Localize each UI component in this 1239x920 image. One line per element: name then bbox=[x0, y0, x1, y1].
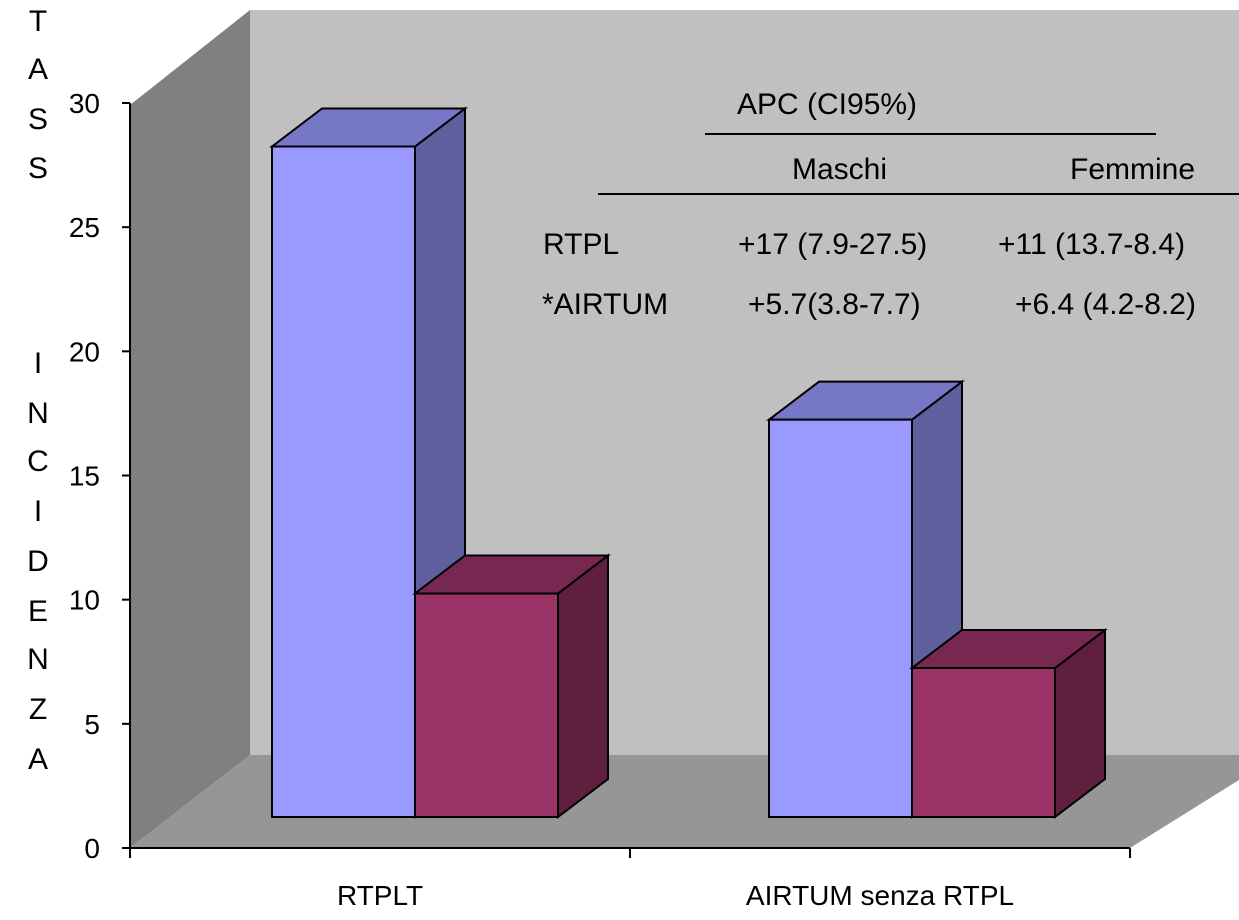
row-label-rtpl: RTPL bbox=[543, 228, 619, 262]
cell-airtum-maschi: +5.7(3.8-7.7) bbox=[748, 288, 921, 322]
x-category-label: RTPLT bbox=[337, 880, 423, 911]
y-tick-label: 0 bbox=[84, 833, 100, 864]
y-axis-label-letter: E bbox=[18, 595, 58, 629]
table-header-rule bbox=[705, 133, 1156, 135]
y-axis-label-letter: Z bbox=[18, 693, 58, 727]
row-label-airtum: *AIRTUM bbox=[542, 288, 668, 322]
y-axis-label-letter: T bbox=[18, 5, 58, 39]
column-header-maschi: Maschi bbox=[792, 153, 887, 187]
y-axis-label-letter: A bbox=[18, 53, 58, 87]
bar-front-face bbox=[769, 420, 912, 817]
y-axis-label-letter: C bbox=[18, 445, 58, 479]
y-tick-label: 30 bbox=[69, 88, 100, 119]
y-axis-label-letter: N bbox=[18, 397, 58, 431]
y-tick-label: 25 bbox=[69, 212, 100, 243]
y-axis-label-letter: N bbox=[18, 643, 58, 677]
bar-2-1 bbox=[415, 556, 608, 818]
cell-rtpl-femmine: +11 (13.7-8.4) bbox=[998, 228, 1185, 262]
y-axis-label-letter: D bbox=[18, 545, 58, 579]
bar-front-face bbox=[912, 668, 1055, 817]
cell-rtpl-maschi: +17 (7.9-27.5) bbox=[738, 228, 927, 262]
chart-side-wall bbox=[130, 10, 250, 848]
y-axis-label-letter: I bbox=[18, 495, 58, 529]
y-tick-label: 15 bbox=[69, 461, 100, 492]
bar-front-face bbox=[272, 147, 415, 818]
y-tick-label: 10 bbox=[69, 585, 100, 616]
y-axis-label-letter: I bbox=[18, 347, 58, 381]
table-columns-rule bbox=[598, 193, 1239, 195]
bar-front-face bbox=[415, 594, 558, 818]
bar-2-2 bbox=[912, 630, 1105, 817]
y-axis-label-letter: S bbox=[18, 103, 58, 137]
x-category-label: AIRTUM senza RTPL bbox=[746, 880, 1014, 911]
bar-side-face bbox=[558, 556, 608, 818]
y-tick-label: 20 bbox=[69, 336, 100, 367]
y-tick-label: 5 bbox=[84, 709, 100, 740]
y-axis-label-letter: S bbox=[18, 152, 58, 186]
y-axis-label-letter: A bbox=[18, 743, 58, 777]
table-header: APC (CI95%) bbox=[737, 88, 917, 122]
cell-airtum-femmine: +6.4 (4.2-8.2) bbox=[1015, 288, 1196, 322]
column-header-femmine: Femmine bbox=[1070, 153, 1195, 187]
